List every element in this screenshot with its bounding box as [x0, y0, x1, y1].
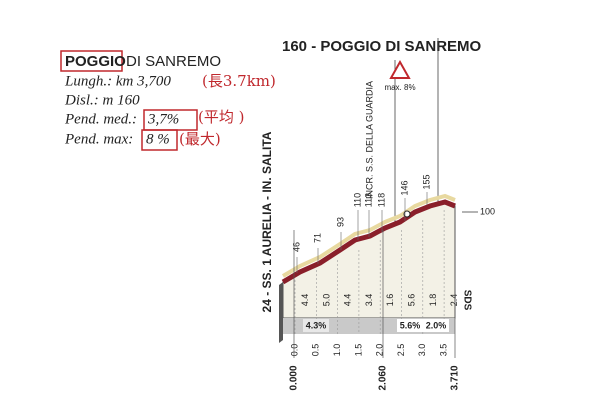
gradient-label: 4.4: [343, 294, 353, 307]
average-label: 5.6%: [400, 320, 421, 330]
gradient-label: 3.4: [364, 294, 374, 307]
average-label: 4.3%: [306, 320, 327, 330]
average-badge: [303, 319, 329, 332]
gradient-label: 1.6: [385, 294, 395, 307]
average-badge: [397, 319, 423, 332]
gradient-label: 1.8: [428, 294, 438, 307]
km-tick-label: 0.5: [311, 344, 321, 357]
distance-label: 2.060: [378, 365, 389, 390]
average-badge: [423, 319, 449, 332]
max-gradient: max. 8%: [384, 83, 415, 92]
altitude-label: 146: [399, 180, 409, 195]
km-tick-label: 1.0: [332, 344, 342, 357]
info-avg: Pend. med.:: [64, 111, 137, 127]
altitude-label: 113: [363, 193, 373, 207]
info-max: Pend. max:: [64, 131, 133, 147]
distance-label: 0.000: [289, 365, 300, 390]
gradient-label: 5.0: [321, 294, 331, 307]
info-length: Lungh.: km 3,700: [64, 73, 171, 89]
altitude-label: 46: [291, 242, 301, 252]
km-tick-label: 0.0: [289, 344, 299, 357]
km-tick-label: 3.0: [417, 344, 427, 357]
info-note: (平均 ): [198, 108, 244, 126]
info-climb: Disl.: m 160: [64, 92, 140, 108]
profile-side: [279, 282, 283, 343]
gradient-label: 5.6: [407, 294, 417, 307]
junction-point: [403, 210, 411, 218]
altitude-ref: 100: [480, 206, 495, 216]
info-avg-value: 3,7%: [147, 111, 179, 127]
altitude-label: 155: [421, 174, 431, 189]
gradient-label: 2.4: [449, 294, 459, 307]
km-tick-label: 1.5: [353, 344, 363, 357]
warning-icon: [389, 59, 411, 79]
junction-label: INCR. S.S. DELLA GUARDIA: [364, 81, 374, 199]
info-title: POGGIO: [65, 53, 126, 70]
km-tick-label: 3.5: [438, 344, 448, 357]
altitude-label: 110: [352, 193, 362, 207]
logo: SDS: [461, 290, 472, 311]
highlight-box: [141, 129, 178, 151]
average-label: 2.0%: [426, 320, 447, 330]
profile-title: 160 - POGGIO DI SANREMO: [282, 38, 482, 55]
km-tick-label: 2.5: [396, 344, 406, 357]
km-tick-label: 2.0: [375, 344, 385, 357]
gradient-label: 4.4: [300, 294, 310, 307]
altitude-label: 118: [376, 193, 386, 207]
info-title: DI SANREMO: [126, 53, 221, 70]
info-max-value: 8 %: [146, 131, 170, 147]
info-note: (最大): [179, 130, 221, 148]
distance-label: 3.710: [450, 365, 461, 390]
start-road: 24 - SS. 1 AURELIA - IN. SALITA: [260, 131, 274, 312]
profile-road: [281, 199, 456, 285]
profile-shoulder: [281, 193, 456, 278]
altitude-label: 93: [335, 217, 345, 227]
highlight-box: [60, 50, 123, 72]
info-note: (長3.7km): [202, 72, 276, 90]
altitude-label: 71: [312, 233, 322, 243]
